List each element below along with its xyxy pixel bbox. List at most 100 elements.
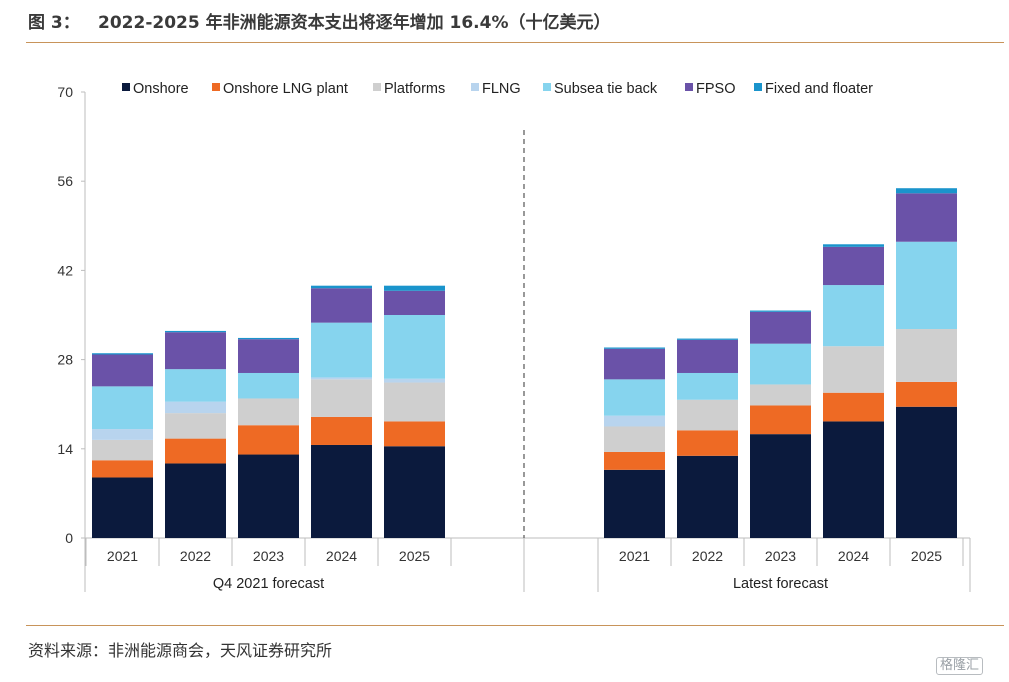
legend-swatch (373, 83, 381, 91)
legend-swatch (471, 83, 479, 91)
bar-segment-onshore-lng-plant (311, 416, 372, 445)
bar-segment-fixed-and-floater (311, 285, 372, 289)
watermark-logo: 格隆汇 (936, 657, 984, 675)
bar-segment-platforms (896, 329, 957, 382)
legend-swatch (543, 83, 551, 91)
bar-segment-fpso (896, 193, 957, 242)
bar-segment-flng (384, 378, 445, 383)
bar-segment-flng (311, 377, 372, 380)
bar-segment-fixed-and-floater (896, 188, 957, 194)
bar-segment-subsea-tie-back (896, 241, 957, 330)
bar-segment-onshore-lng-plant (896, 381, 957, 407)
bar-segment-fpso (165, 332, 226, 370)
legend-label: FLNG (482, 81, 521, 97)
source-note: 资料来源：非洲能源商会，天风证券研究所 (28, 641, 333, 660)
bar-segment-onshore-lng-plant (750, 405, 811, 435)
legend-label: Onshore (133, 81, 189, 97)
bar-segment-fixed-and-floater (750, 310, 811, 312)
legend-label: Subsea tie back (554, 81, 658, 97)
bar-segment-platforms (165, 413, 226, 439)
bar-segment-fixed-and-floater (604, 347, 665, 349)
bar-segment-fpso (677, 339, 738, 373)
x-group-label: Latest forecast (733, 576, 828, 592)
bar-segment-subsea-tie-back (677, 372, 738, 400)
y-tick-label: 0 (65, 530, 73, 546)
bar-segment-onshore-lng-plant (238, 425, 299, 455)
x-tick-label: 2023 (253, 548, 284, 564)
y-tick-label: 70 (57, 84, 73, 100)
x-tick-label: 2025 (911, 548, 942, 564)
y-tick-label: 14 (57, 441, 73, 457)
bar-segment-flng (604, 415, 665, 427)
bar-segment-onshore-lng-plant (384, 421, 445, 447)
bar-segment-onshore-lng-plant (823, 392, 884, 422)
bar-segment-onshore (896, 406, 957, 538)
bar-segment-onshore (750, 434, 811, 538)
x-tick-label: 2021 (619, 548, 650, 564)
bar-segment-fpso (604, 348, 665, 380)
x-tick-label: 2024 (326, 548, 357, 564)
bar-segment-subsea-tie-back (823, 285, 884, 347)
bar-segment-onshore (823, 421, 884, 538)
y-tick-label: 42 (57, 262, 73, 278)
bar-segment-onshore (604, 469, 665, 538)
bar-segment-fpso (384, 290, 445, 315)
bar-segment-fixed-and-floater (165, 330, 226, 333)
bar-segment-fpso (823, 246, 884, 286)
bar-segment-fpso (311, 288, 372, 323)
bar-segment-platforms (750, 384, 811, 406)
legend-label: Platforms (384, 81, 445, 97)
bar-segment-subsea-tie-back (165, 369, 226, 402)
legend-label: Fixed and floater (765, 81, 873, 97)
bar-segment-onshore (165, 463, 226, 538)
bar-segment-fpso (238, 339, 299, 373)
source-rule (26, 625, 1004, 626)
legend-label: FPSO (696, 81, 735, 97)
bar-segment-platforms (92, 439, 153, 461)
bar-segment-fixed-and-floater (92, 353, 153, 355)
bar-segment-fpso (92, 354, 153, 387)
bar-segment-onshore (677, 455, 738, 538)
title-rule (26, 42, 1004, 43)
bar-segment-onshore-lng-plant (677, 430, 738, 456)
bar-segment-subsea-tie-back (238, 372, 299, 399)
y-tick-label: 28 (57, 352, 73, 368)
bar-segment-flng (92, 429, 153, 440)
bar-segment-fixed-and-floater (677, 338, 738, 340)
bar-segment-onshore (92, 477, 153, 538)
x-tick-label: 2022 (692, 548, 723, 564)
figure-title: 图 3： 2022-2025 年非洲能源资本支出将逐年增加 16.4%（十亿美元） (28, 8, 611, 33)
bar-segment-fixed-and-floater (238, 337, 299, 340)
bar-segment-platforms (604, 426, 665, 452)
legend-swatch (685, 83, 693, 91)
x-group-label: Q4 2021 forecast (213, 576, 324, 592)
bar-segment-fpso (750, 311, 811, 344)
bar-segment-onshore (384, 446, 445, 538)
bar-segment-subsea-tie-back (384, 315, 445, 379)
bar-segment-onshore-lng-plant (604, 451, 665, 470)
legend-swatch (212, 83, 220, 91)
figure-title-text: 2022-2025 年非洲能源资本支出将逐年增加 16.4%（十亿美元） (98, 13, 611, 33)
legend-swatch (122, 83, 130, 91)
bar-segment-fixed-and-floater (823, 244, 884, 247)
x-tick-label: 2023 (765, 548, 796, 564)
bar-segment-onshore (238, 454, 299, 538)
x-tick-label: 2025 (399, 548, 430, 564)
bar-segment-onshore (311, 444, 372, 538)
bar-segment-subsea-tie-back (750, 343, 811, 385)
bar-segment-subsea-tie-back (92, 386, 153, 430)
bar-segment-onshore-lng-plant (165, 438, 226, 464)
legend-label: Onshore LNG plant (223, 81, 348, 97)
bar-segment-platforms (311, 379, 372, 417)
bar-segment-platforms (238, 398, 299, 426)
bar-segment-platforms (384, 382, 445, 422)
x-tick-label: 2024 (838, 548, 869, 564)
x-tick-label: 2021 (107, 548, 138, 564)
bar-segment-platforms (823, 346, 884, 393)
y-tick-label: 56 (57, 173, 73, 189)
figure-label: 图 3： (28, 13, 80, 33)
bar-segment-fixed-and-floater (384, 285, 445, 291)
legend-swatch (754, 83, 762, 91)
bar-segment-flng (165, 401, 226, 414)
